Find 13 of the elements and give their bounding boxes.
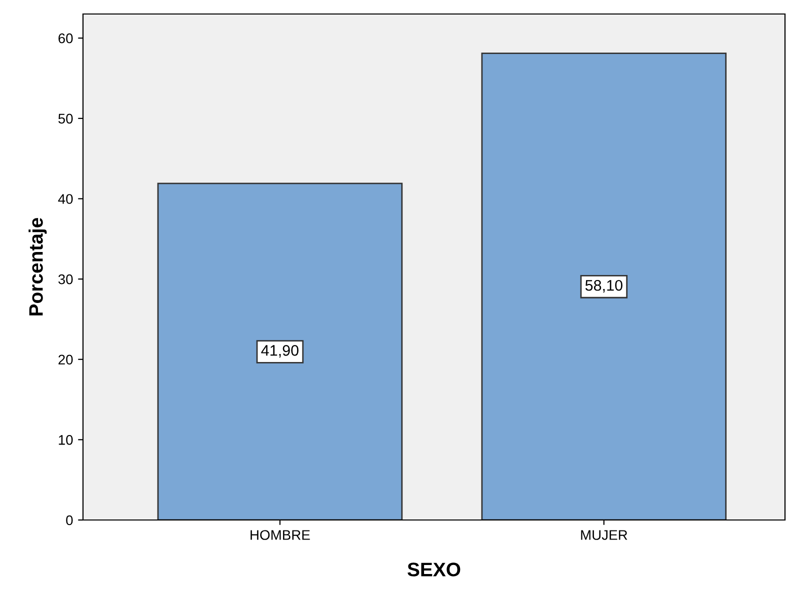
y-tick-label: 30 bbox=[58, 274, 73, 284]
x-tick-label: HOMBRE bbox=[250, 530, 310, 540]
y-tick-label: 40 bbox=[58, 194, 73, 204]
y-tick-label: 60 bbox=[58, 33, 73, 44]
y-tick-label: 10 bbox=[58, 435, 73, 445]
y-tick-label: 50 bbox=[58, 114, 73, 124]
x-axis-title: SEXO bbox=[408, 562, 460, 576]
x-tick-label: MUJER bbox=[581, 530, 628, 540]
data-label: 41,90 bbox=[261, 345, 298, 358]
y-tick-label: 20 bbox=[58, 354, 73, 365]
y-axis-title: Porcentaje bbox=[28, 218, 47, 316]
data-label: 58,10 bbox=[585, 280, 622, 293]
y-tick-label: 0 bbox=[66, 515, 73, 526]
